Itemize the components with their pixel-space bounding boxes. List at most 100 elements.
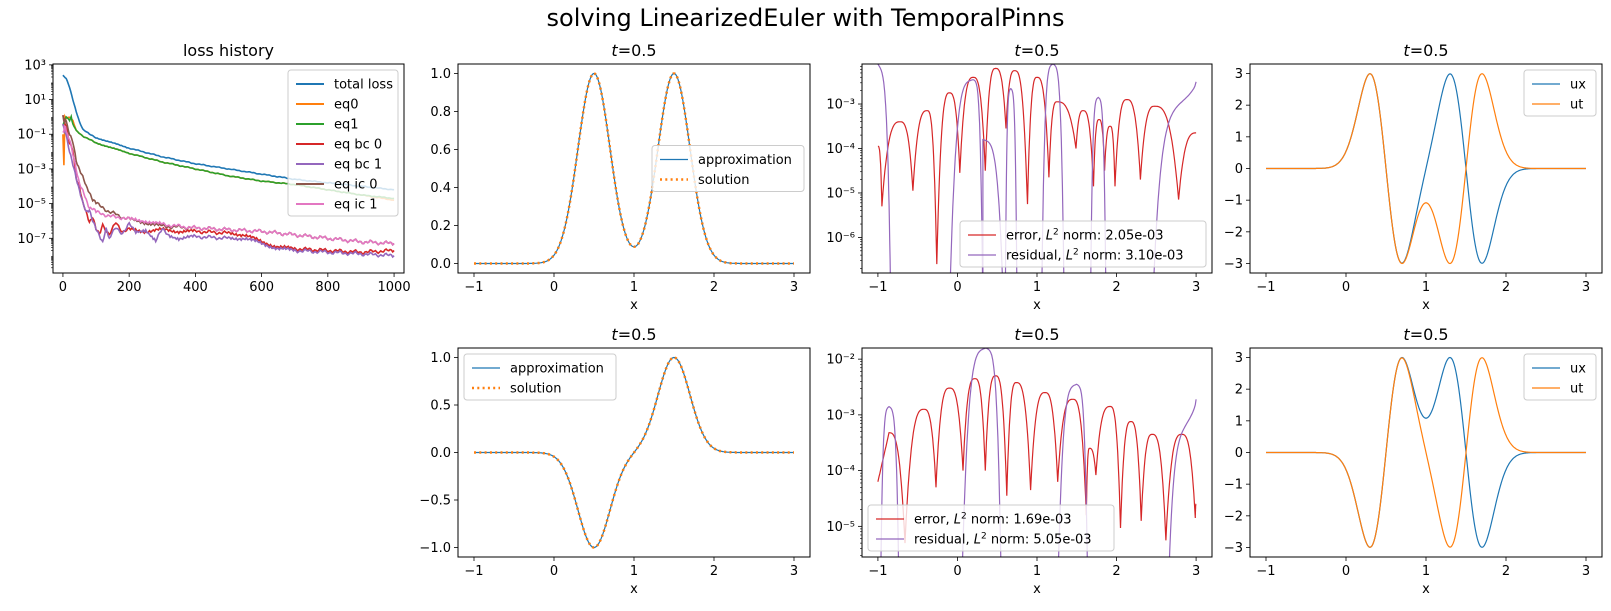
y-tick-label: 10¹ — [24, 93, 46, 108]
x-tick-label: 3 — [1582, 564, 1590, 579]
axes-frame — [1249, 347, 1603, 558]
legend-label: error, L2 norm: 2.05e-03 — [1006, 228, 1164, 244]
chart-title: t=0.5 — [1403, 41, 1448, 60]
legend-label: ux — [1570, 362, 1586, 377]
y-tick-label: −2 — [1224, 225, 1243, 240]
legend-label: eq ic 1 — [334, 198, 378, 213]
y-tick-label: 1 — [1235, 414, 1243, 429]
y-tick-label: 2 — [1235, 383, 1243, 398]
legend: ux ut — [1523, 353, 1597, 401]
x-tick-label: 0 — [953, 280, 961, 295]
legend-label: approximation — [698, 153, 792, 168]
x-tick-label: 800 — [315, 280, 340, 295]
x-tick-label: 1 — [1033, 564, 1041, 579]
y-tick-label: 3 — [1235, 351, 1243, 366]
residual-line — [877, 64, 891, 273]
y-tick-label: 0.0 — [430, 446, 451, 461]
x-axis-label: x — [1033, 582, 1041, 597]
legend: ux ut — [1523, 69, 1597, 117]
axes-frame — [457, 63, 811, 274]
y-tick-label: 0.2 — [430, 219, 451, 234]
y-tick-label: 10⁻⁵ — [826, 186, 855, 201]
y-tick-label: 1.0 — [430, 67, 451, 82]
x-tick-label: 3 — [1582, 280, 1590, 295]
y-tick-label: 0.4 — [430, 181, 451, 196]
x-tick-label: 1 — [630, 280, 638, 295]
x-tick-label: 2 — [710, 564, 718, 579]
axes-frame — [457, 347, 811, 558]
chart-derivatives-top: −1 0 1 2 3 −3 −2 −1 0 1 2 3 t=0.5 x ux ut — [1224, 41, 1603, 313]
residual-line — [1153, 81, 1197, 273]
error-line — [877, 375, 1197, 544]
legend-label: residual, L2 norm: 5.05e-03 — [914, 532, 1092, 548]
y-tick-label: −1 — [1224, 194, 1243, 209]
legend-label: approximation — [510, 362, 604, 377]
x-tick-label: 0 — [550, 564, 558, 579]
residual-line — [962, 348, 1002, 557]
y-tick-label: 1 — [1235, 130, 1243, 145]
x-tick-label: 3 — [790, 280, 798, 295]
y-tick-label: 10⁻⁵ — [17, 197, 46, 212]
legend: total loss eq0 eq1 eq bc 0 eq bc 1 eq ic 0 eq … — [287, 69, 399, 217]
residual-line — [1057, 383, 1088, 557]
chart-title: t=0.5 — [1014, 325, 1059, 344]
x-axis-label: x — [1422, 582, 1430, 597]
x-tick-label: 200 — [117, 280, 142, 295]
y-tick-label: −1.0 — [419, 541, 451, 556]
x-tick-label: 600 — [249, 280, 274, 295]
legend-label: residual, L2 norm: 3.10e-03 — [1006, 248, 1184, 264]
chart-title: loss history — [183, 41, 274, 60]
legend: error, L2 norm: 2.05e-03 residual, L2 nor… — [959, 220, 1207, 268]
series-line — [62, 123, 395, 259]
residual-line — [1004, 87, 1018, 273]
residual-line — [1168, 399, 1197, 557]
legend-label: eq bc 1 — [334, 158, 382, 173]
y-tick-label: 10⁻² — [826, 353, 855, 368]
x-tick-label: 2 — [1502, 564, 1510, 579]
y-tick-label: 10⁻⁷ — [17, 232, 46, 247]
x-tick-label: 0 — [953, 564, 961, 579]
figure-suptitle: solving LinearizedEuler with TemporalPin… — [546, 4, 1065, 32]
legend-label: solution — [510, 382, 561, 397]
y-tick-label: 0.6 — [430, 143, 451, 158]
legend-label: solution — [698, 173, 749, 188]
y-tick-label: 2 — [1235, 99, 1243, 114]
chart-loss-history: 0 200 400 600 800 1000 10³ 10¹ 10⁻¹ 10⁻³ 10⁻⁵ 10⁻⁷ l… — [17, 41, 410, 295]
x-tick-label: 0 — [59, 280, 67, 295]
legend-label: ut — [1570, 98, 1583, 113]
x-tick-label: −1 — [868, 280, 887, 295]
x-tick-label: 2 — [1112, 280, 1120, 295]
axes-frame — [1249, 63, 1603, 274]
y-tick-label: −1 — [1224, 478, 1243, 493]
x-tick-label: 3 — [1192, 280, 1200, 295]
y-tick-label: 0.0 — [430, 257, 451, 272]
y-tick-label: −0.5 — [419, 494, 451, 509]
y-tick-label: 0.8 — [430, 105, 451, 120]
chart-error-bottom: −1 0 1 2 3 10⁻² 10⁻³ 10⁻⁴ 10⁻⁵ t=0.5 x error, L2 no… — [826, 325, 1213, 597]
legend-label: error, L2 norm: 1.69e-03 — [914, 512, 1072, 528]
x-tick-label: 3 — [790, 564, 798, 579]
residual-line — [949, 79, 984, 273]
residual-line — [1041, 64, 1065, 273]
x-tick-label: 1000 — [378, 280, 411, 295]
legend-label: eq ic 0 — [334, 178, 378, 193]
chart-title: t=0.5 — [611, 325, 656, 344]
y-tick-label: −3 — [1224, 541, 1243, 556]
y-tick-label: 10⁻⁴ — [826, 142, 855, 157]
y-tick-label: 10⁻⁶ — [826, 231, 855, 246]
legend-label: total loss — [334, 78, 393, 93]
x-axis-label: x — [1033, 298, 1041, 313]
axes-frame — [52, 63, 405, 274]
axes-frame — [861, 347, 1213, 558]
legend: approximation solution — [651, 145, 805, 192]
ut-line — [1266, 73, 1586, 265]
x-tick-label: −1 — [868, 564, 887, 579]
error-line — [877, 67, 1197, 265]
y-tick-label: 10⁻⁵ — [826, 520, 855, 535]
chart-title: t=0.5 — [1014, 41, 1059, 60]
series-line — [62, 115, 395, 255]
x-tick-label: 3 — [1192, 564, 1200, 579]
legend-label: eq0 — [334, 98, 359, 113]
y-tick-label: 0 — [1235, 162, 1243, 177]
